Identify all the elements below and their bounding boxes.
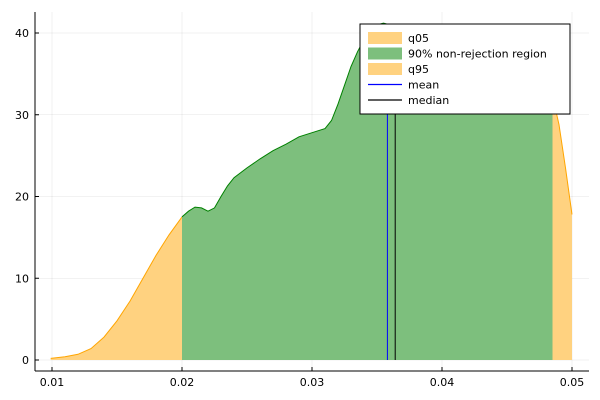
y-ticks: 0 10 20 30 40 [15,27,39,367]
q05-line [50,216,183,359]
legend-swatch [368,63,402,75]
y-tick-label: 20 [15,191,29,204]
y-tick-label: 0 [22,354,29,367]
legend-swatch [368,47,402,60]
q05-legend-entry: q05 [368,32,429,45]
q95-legend-entry: q95 [368,63,429,76]
x-tick-label: 0.01 [40,376,65,389]
x-tick-label: 0.05 [560,376,585,389]
y-tick-label: 30 [15,109,29,122]
q95-area [552,95,572,361]
legend-label: 90% non-rejection region [408,48,547,61]
legend: q05 90% non-rejection region q95 mean median [359,23,571,115]
legend-swatch [368,32,402,44]
mean-legend-entry: mean [368,79,439,92]
y-tick-label: 10 [15,272,29,285]
legend-label: q05 [408,32,429,45]
legend-label: q95 [408,63,429,76]
legend-label: median [408,94,449,107]
x-ticks: 0.01 0.02 0.03 0.04 0.05 [40,367,585,389]
non-rejection-legend-entry: 90% non-rejection region [368,47,547,61]
q05-area [50,216,183,360]
median-legend-entry: median [368,94,449,107]
x-tick-label: 0.02 [170,376,195,389]
x-tick-label: 0.04 [430,376,455,389]
y-tick-label: 40 [15,27,29,40]
legend-label: mean [408,79,439,92]
x-tick-label: 0.03 [300,376,325,389]
